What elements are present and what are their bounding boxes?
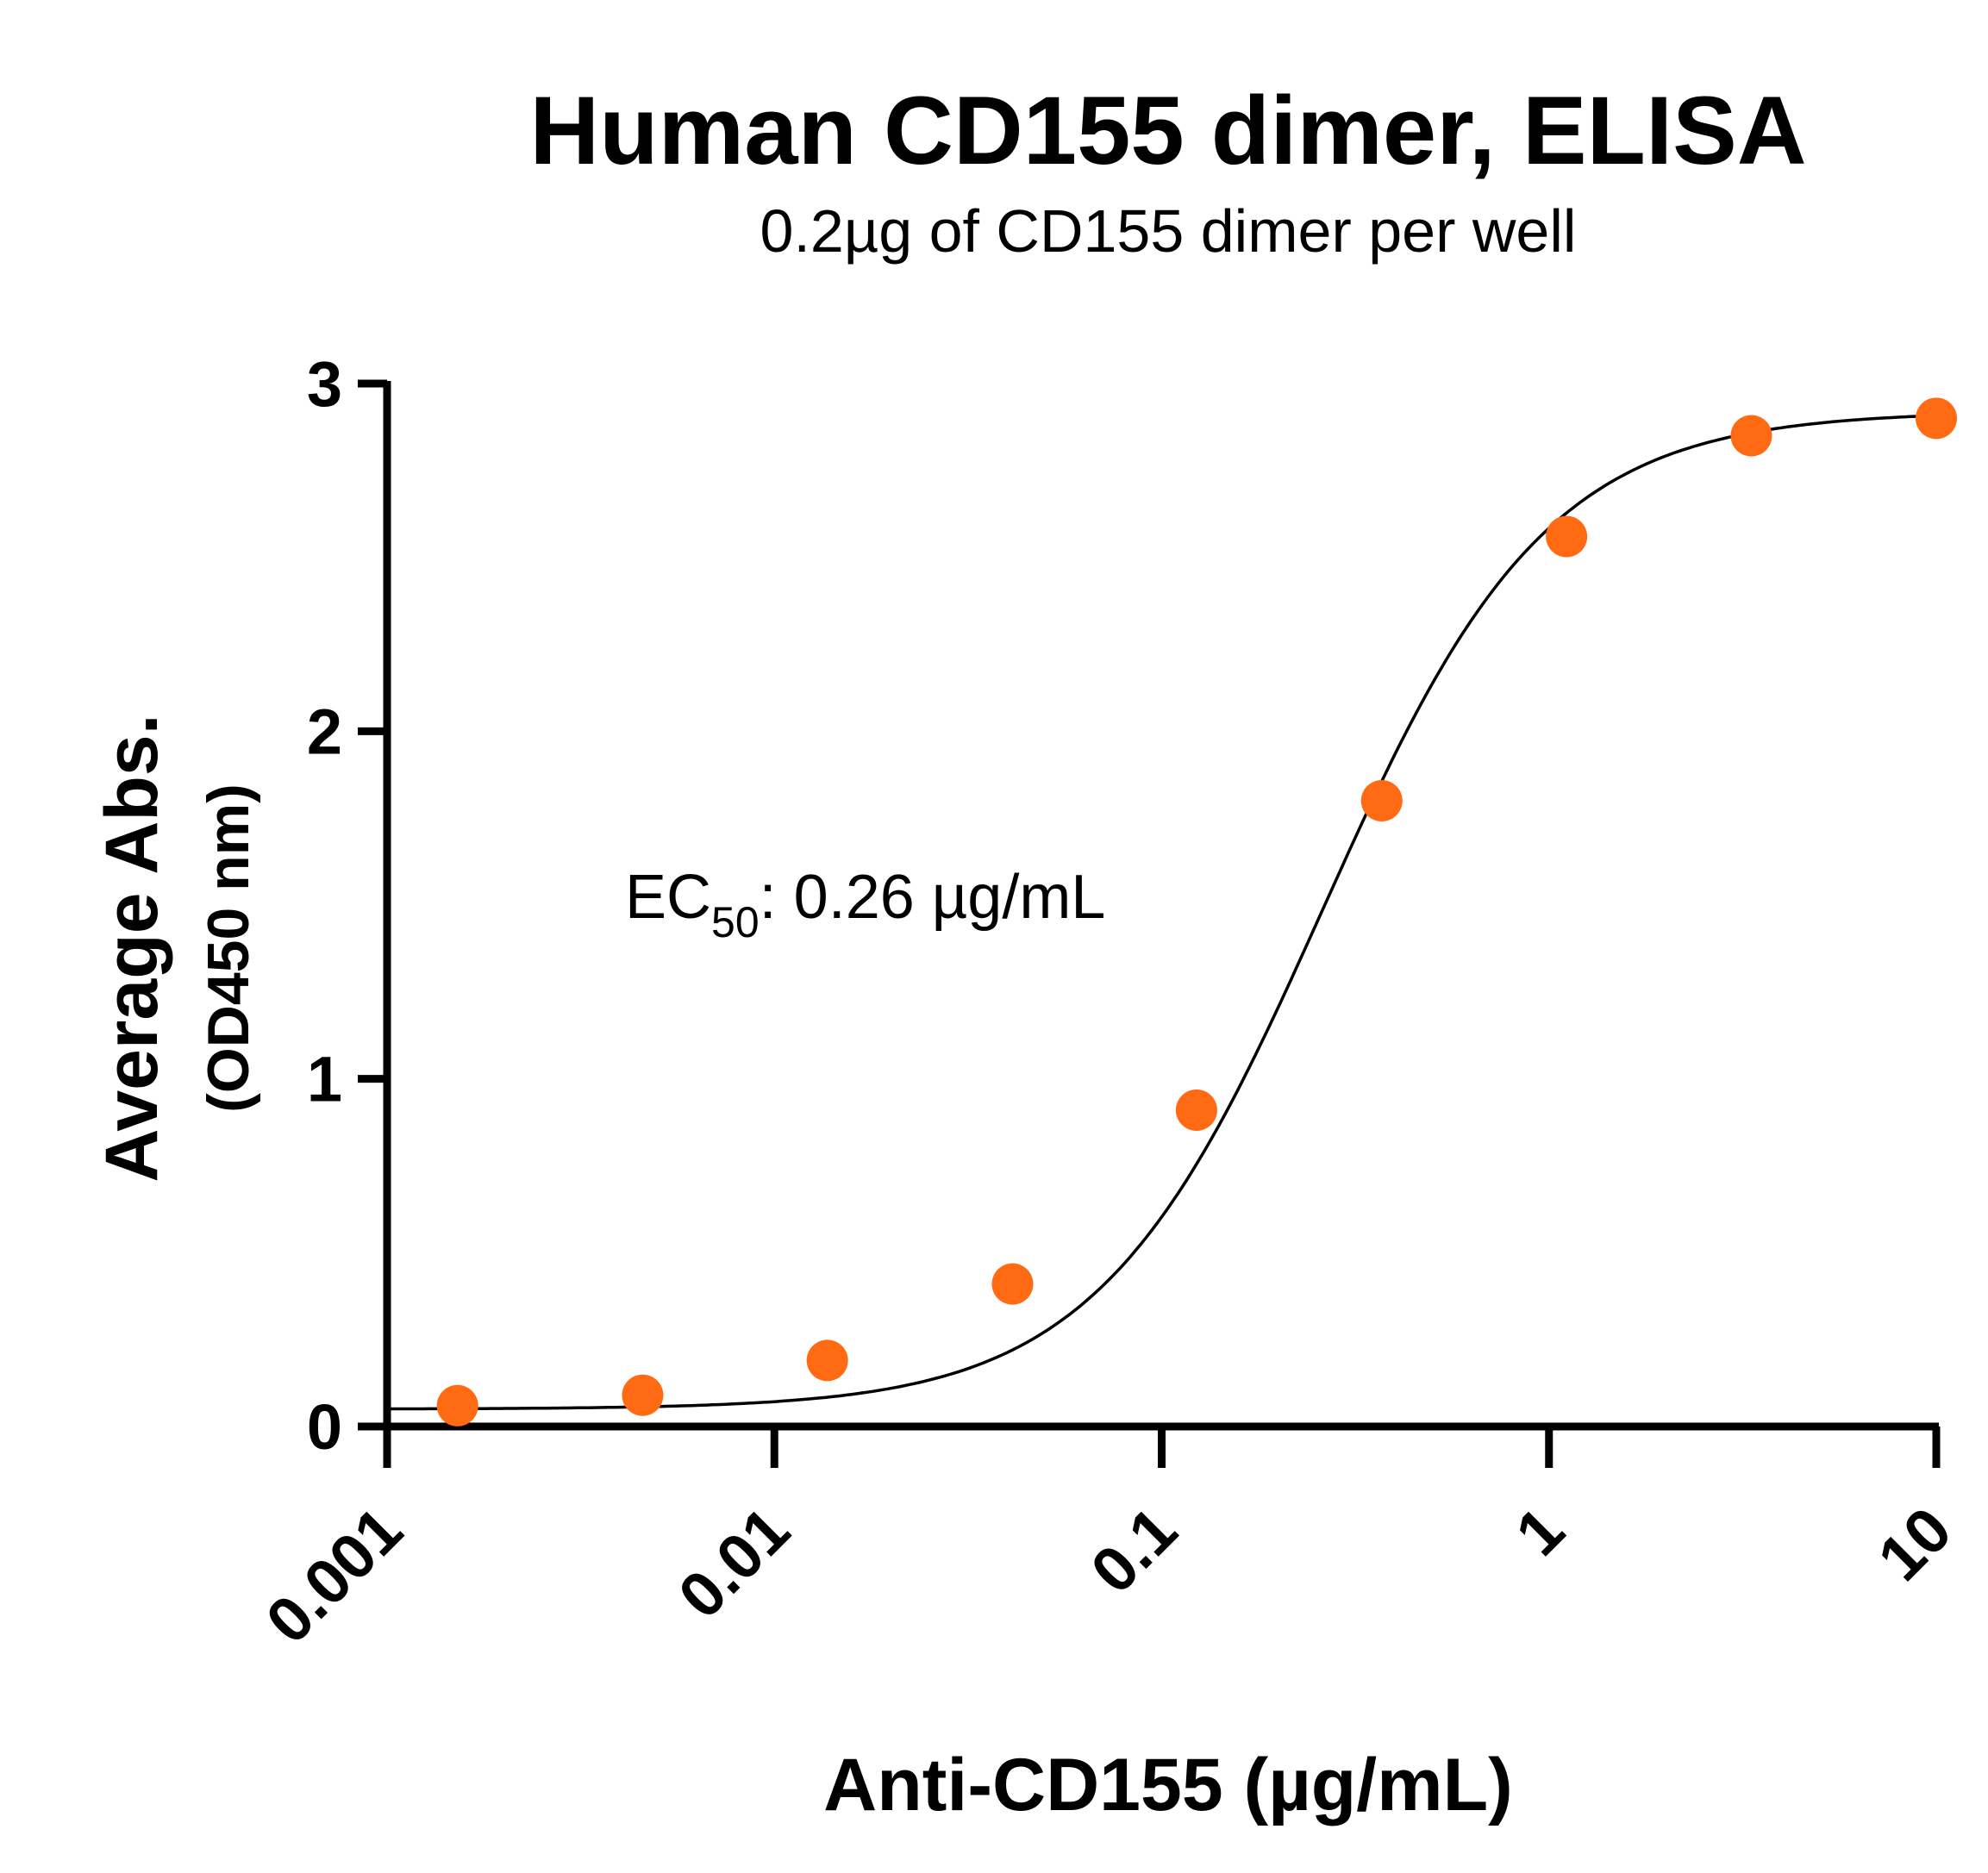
data-point — [1175, 1089, 1217, 1131]
data-point — [436, 1384, 478, 1427]
y-tick-label: 0 — [307, 1391, 342, 1463]
y-tick-label: 1 — [307, 1044, 342, 1115]
ec50-prefix: EC — [625, 863, 711, 932]
y-axis-label: Average Abs. (OD450 nm) — [91, 714, 261, 1182]
x-tick-label: 10 — [1864, 1494, 1965, 1595]
data-point — [1360, 780, 1403, 821]
data-point — [1916, 397, 1957, 440]
ec50-subscript: 50 — [711, 898, 760, 946]
y-axis-subtitle: (OD450 nm) — [196, 784, 261, 1113]
data-points — [436, 397, 1957, 1427]
x-tick-label: 0.001 — [253, 1494, 416, 1658]
axes — [383, 381, 1939, 1431]
chart-title: Human CD155 dimer, ELISA — [529, 77, 1806, 184]
ec50-annotation: EC50: 0.26 µg/mL — [625, 863, 1105, 946]
y-axis-title: Average Abs. — [91, 714, 173, 1182]
ec50-value: : 0.26 µg/mL — [760, 863, 1106, 932]
data-point — [622, 1374, 664, 1416]
data-point — [1730, 415, 1772, 457]
x-axis-title: Anti-CD155 (µg/mL) — [823, 1744, 1513, 1826]
data-point — [806, 1339, 848, 1382]
x-tick-label: 0.01 — [665, 1494, 803, 1633]
y-tick-label: 2 — [307, 696, 342, 767]
y-ticks: 0 1 2 3 — [307, 348, 387, 1463]
y-tick-label: 3 — [307, 348, 342, 420]
fit-curve — [386, 414, 1937, 1411]
x-tick-label: 1 — [1502, 1494, 1578, 1570]
chart-subtitle: 0.2µg of CD155 dimer per well — [760, 197, 1577, 265]
x-ticks: 0.001 0.01 0.1 1 10 — [253, 1427, 1965, 1658]
data-point — [1546, 515, 1588, 558]
x-tick-label: 0.1 — [1077, 1494, 1190, 1607]
data-point — [991, 1263, 1034, 1305]
